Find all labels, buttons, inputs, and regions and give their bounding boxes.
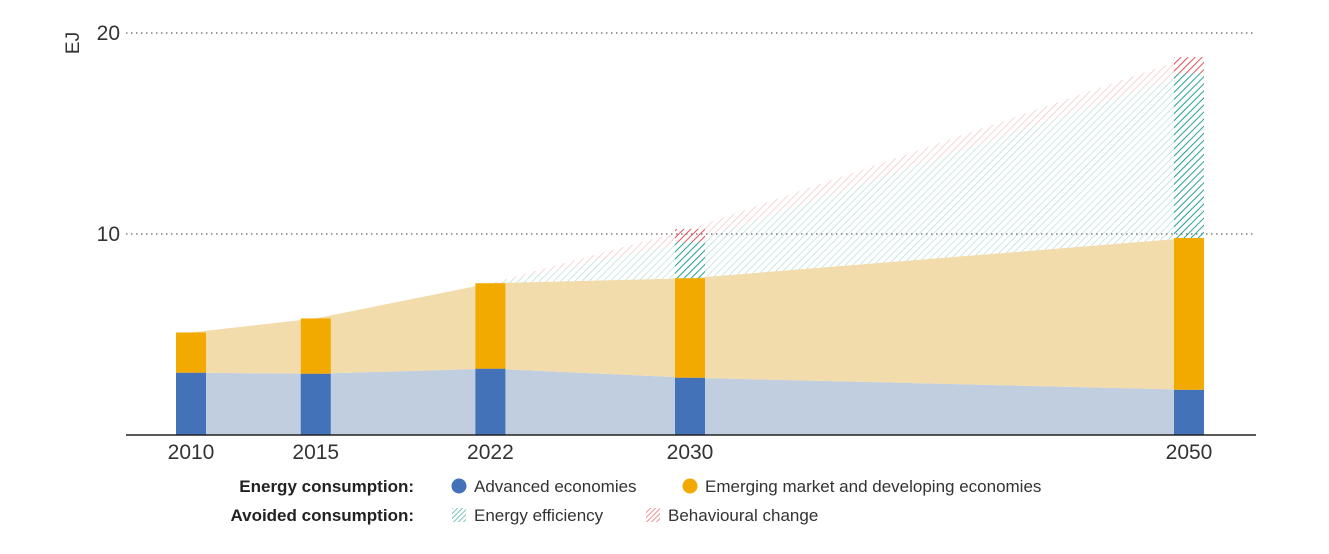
y-tick-label-20: 20 (97, 22, 120, 45)
bar-emerging-2015 (300, 318, 331, 374)
y-tick-label-10: 10 (97, 223, 120, 246)
bar-emerging-2022 (475, 283, 506, 369)
y-axis-label: EJ (63, 32, 84, 54)
legend-label-emerging-market-and-developing-economies: Emerging market and developing economies (705, 477, 1041, 496)
legend-swatch-energy-efficiency (452, 508, 466, 522)
area-energy-efficiency (490, 73, 1189, 284)
legend-swatch-behavioural-change (646, 508, 660, 522)
legend-label-energy-efficiency: Energy efficiency (474, 506, 604, 525)
bar-emerging-2030 (675, 278, 705, 378)
legend-label-behavioural-change: Behavioural change (668, 506, 818, 525)
bar-energy-efficiency-2030 (675, 242, 705, 279)
legend-title-0: Energy consumption: (239, 477, 414, 496)
bar-layer (176, 57, 1204, 435)
legend-title-1: Avoided consumption: (230, 506, 414, 525)
bar-advanced-2050 (1174, 389, 1204, 435)
bar-advanced-2015 (300, 373, 331, 435)
bar-advanced-2010 (176, 372, 206, 435)
bar-advanced-2022 (475, 368, 506, 435)
x-tick-label-2030: 2030 (667, 441, 714, 464)
x-tick-label-2050: 2050 (1166, 441, 1213, 464)
bar-energy-efficiency-2050 (1174, 73, 1204, 239)
bar-behavioural-change-2030 (675, 228, 705, 243)
axis-layer: 10 20 2010 2015 2022 2030 2050 (97, 22, 1256, 464)
legend-swatch-advanced-economies (451, 478, 467, 494)
x-tick-label-2022: 2022 (467, 441, 514, 464)
legend-label-advanced-economies: Advanced economies (474, 477, 637, 496)
legend-swatch-emerging-market-and-developing-economies (682, 478, 698, 494)
bar-behavioural-change-2050 (1174, 57, 1204, 74)
bar-emerging-2050 (1174, 238, 1204, 390)
bar-emerging-2010 (176, 332, 206, 373)
legend: Energy consumption: Advanced economies Eme… (230, 477, 1041, 525)
bar-advanced-2030 (675, 377, 705, 435)
x-tick-label-2010: 2010 (168, 441, 215, 464)
x-tick-label-2015: 2015 (292, 441, 339, 464)
